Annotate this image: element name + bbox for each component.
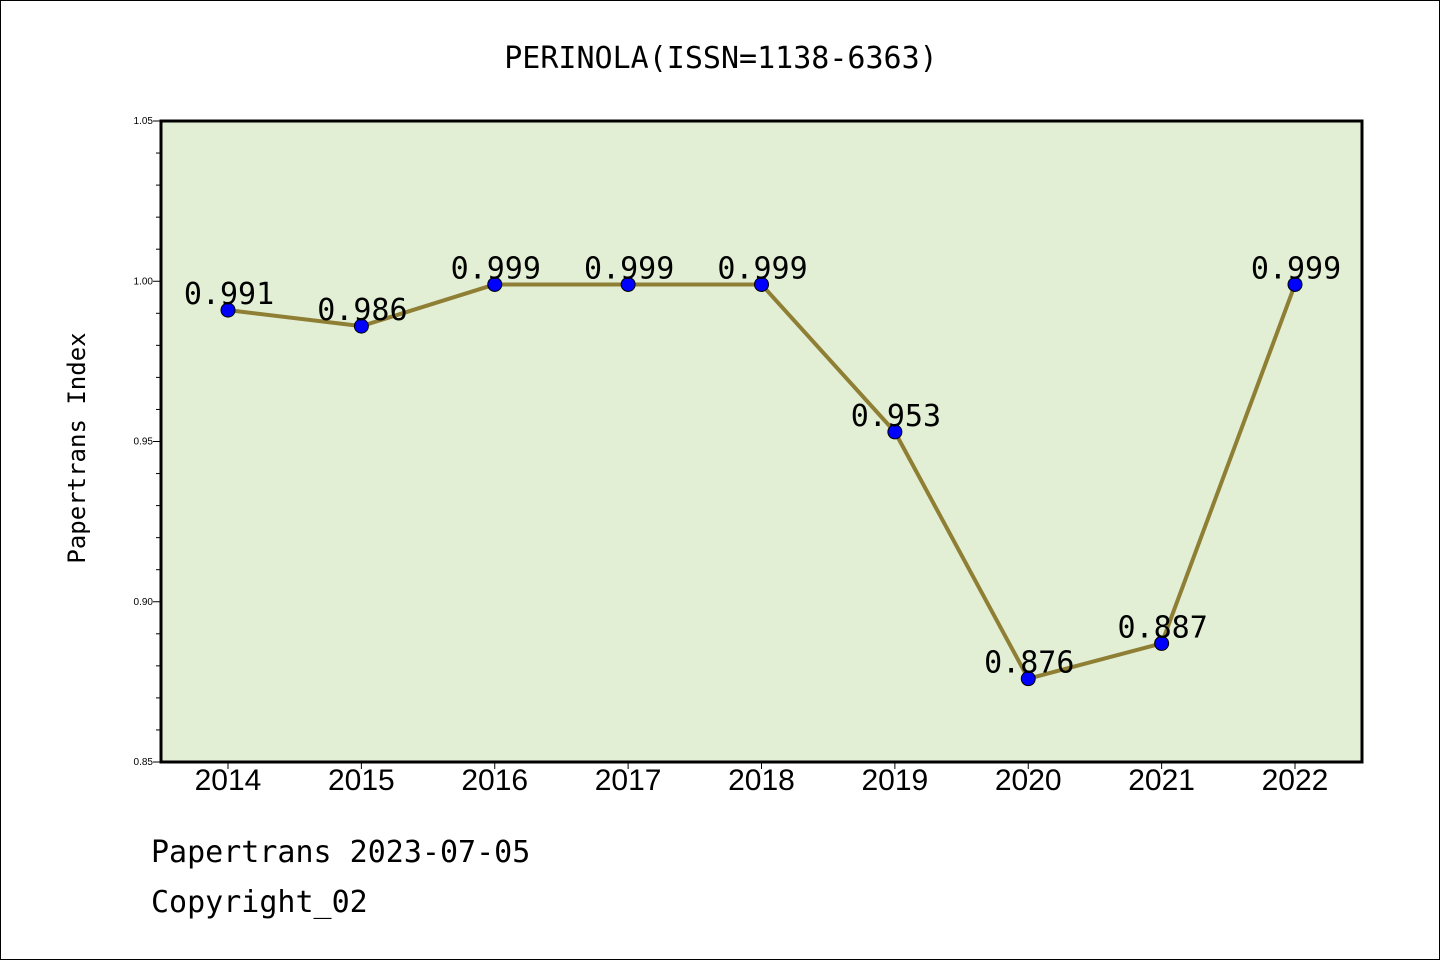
data-point xyxy=(353,318,369,334)
data-point xyxy=(620,276,636,292)
x-tick-label: 2014 xyxy=(195,764,262,797)
data-label: 0.999 xyxy=(1251,251,1341,286)
footer-copyright: Copyright_02 xyxy=(151,885,368,920)
data-label: 0.876 xyxy=(984,646,1074,681)
y-axis-label: Papertrans Index xyxy=(63,332,91,563)
y-tick-label: 0.90 xyxy=(134,597,154,608)
y-tick-label: 0.85 xyxy=(134,757,154,768)
x-tick-label: 2016 xyxy=(461,764,528,797)
plot-area xyxy=(159,119,1364,764)
data-label: 0.887 xyxy=(1117,610,1207,645)
x-tick-label: 2022 xyxy=(1262,764,1329,797)
y-tick-label: 0.95 xyxy=(134,437,154,448)
x-tick-label: 2019 xyxy=(862,764,929,797)
data-label: 0.999 xyxy=(451,251,541,286)
data-point xyxy=(1287,276,1303,292)
series-layer: 0.991 0.986 0.999 0.999 0.999 0.953 0.876 0.887… xyxy=(184,251,1341,687)
x-tick-label: 2017 xyxy=(595,764,662,797)
y-tick-label: 1.00 xyxy=(134,276,154,287)
x-tick-label: 2021 xyxy=(1128,764,1195,797)
data-label: 0.999 xyxy=(717,251,807,286)
y-tick-label: 1.05 xyxy=(134,116,154,127)
data-point xyxy=(887,424,903,440)
data-label: 0.986 xyxy=(317,293,407,328)
data-point xyxy=(1020,671,1036,687)
data-point xyxy=(487,276,503,292)
x-axis: 2014 2015 2016 2017 2018 2019 2020 2021 2022 xyxy=(195,762,1329,797)
data-label: 0.999 xyxy=(584,251,674,286)
data-point xyxy=(754,276,769,292)
x-tick-label: 2015 xyxy=(328,764,395,797)
chart-title: PERINOLA(ISSN=1138-6363) xyxy=(504,41,937,76)
y-axis: 0.85 0.90 0.95 1.00 1.05 xyxy=(134,116,161,768)
data-point xyxy=(1154,635,1170,651)
x-tick-label: 2018 xyxy=(728,764,795,797)
x-tick-label: 2020 xyxy=(995,764,1062,797)
data-label: 0.991 xyxy=(184,277,274,312)
data-point xyxy=(220,302,236,318)
data-label: 0.953 xyxy=(851,399,941,434)
footer-source: Papertrans 2023-07-05 xyxy=(151,835,531,870)
